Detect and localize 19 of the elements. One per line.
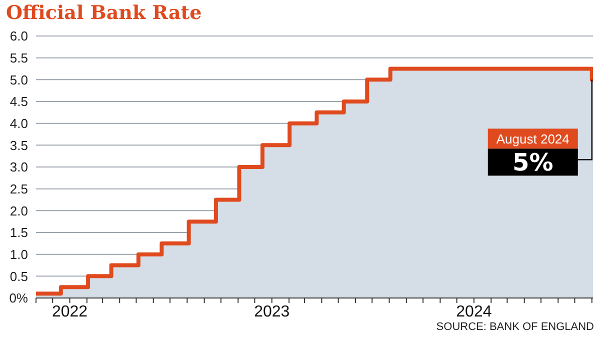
y-tick-label: 2.0 <box>10 203 28 218</box>
y-tick-label: 0.5 <box>10 268 28 284</box>
y-tick-label: 4.0 <box>10 116 28 131</box>
x-tick-label: 2023 <box>254 303 290 320</box>
source-note: SOURCE: BANK OF ENGLAND <box>436 321 594 333</box>
y-tick-label: 2.5 <box>10 181 28 196</box>
y-tick-label: 5.5 <box>10 50 28 66</box>
y-tick-label: 3.0 <box>10 160 28 175</box>
y-tick-label: 4.5 <box>10 94 28 110</box>
y-tick-label: 6.0 <box>10 28 28 44</box>
y-tick-label: 0% <box>9 290 28 306</box>
x-tick-label: 2022 <box>52 303 88 320</box>
chart-title: Official Bank Rate <box>6 2 202 24</box>
y-tick-label: 5.0 <box>10 72 28 88</box>
x-tick-label: 2024 <box>456 303 492 320</box>
annotation: August 2024 <box>496 132 570 147</box>
y-tick-label: 1.5 <box>10 225 28 240</box>
y-tick-label: 3.5 <box>10 138 28 153</box>
y-tick-label: 1.0 <box>10 246 28 262</box>
